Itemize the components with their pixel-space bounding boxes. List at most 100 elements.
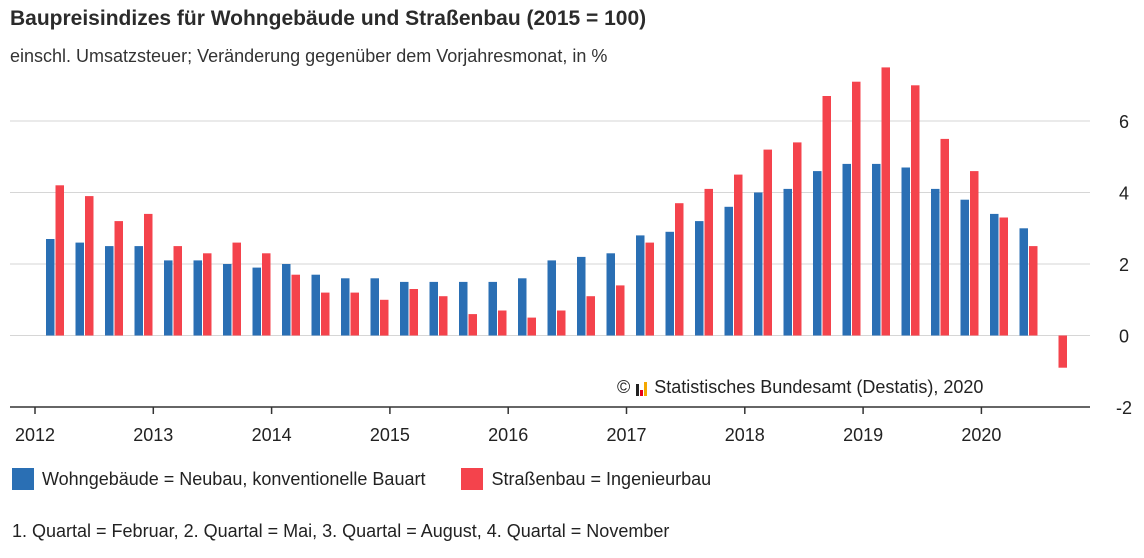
bar-wohngebaeude-21 (665, 231, 674, 336)
bar-wohngebaeude-31 (960, 199, 969, 336)
legend-label-strassenbau: Straßenbau = Ingenieurbau (491, 468, 712, 489)
bar-strassenbau-1 (85, 196, 94, 336)
footnote: 1. Quartal = Februar, 2. Quartal = Mai, … (12, 521, 670, 541)
bar-wohngebaeude-32 (990, 213, 999, 336)
legend-label-wohngebaeude: Wohngebäude = Neubau, konventionelle Bau… (42, 468, 426, 489)
x-tick-label: 2020 (961, 425, 1001, 445)
bar-strassenbau-23 (734, 174, 743, 336)
bar-strassenbau-13 (439, 296, 448, 336)
bar-strassenbau-28 (881, 67, 890, 336)
bar-wohngebaeude-0 (46, 239, 55, 336)
bar-chart: 2012 2013 2014 2015 2016 2017 2018 2019 2020 6 4 2… (10, 67, 1132, 445)
chart-title: Baupreisindizes für Wohngebäude und Stra… (10, 7, 647, 30)
bar-wohngebaeude-23 (724, 206, 733, 336)
bar-wohngebaeude-20 (636, 235, 645, 336)
bar-wohngebaeude-26 (813, 171, 822, 336)
x-tick-label: 2012 (15, 425, 55, 445)
legend: Wohngebäude = Neubau, konventionelle Bau… (12, 468, 747, 490)
bar-strassenbau-14 (468, 314, 477, 336)
x-tick-label: 2018 (725, 425, 765, 445)
bar-strassenbau-29 (911, 85, 920, 336)
bar-strassenbau-21 (675, 203, 684, 336)
copyright-text: Statistisches Bundesamt (Destatis), 2020 (654, 377, 984, 397)
x-tick-label: 2019 (843, 425, 883, 445)
bar-wohngebaeude-28 (872, 163, 881, 336)
bar-wohngebaeude-1 (75, 242, 84, 336)
bar-wohngebaeude-11 (370, 278, 379, 336)
x-tick-label: 2015 (370, 425, 410, 445)
bar-wohngebaeude-3 (134, 246, 143, 336)
bar-wohngebaeude-12 (400, 281, 409, 336)
bar-wohngebaeude-7 (252, 267, 261, 336)
bar-strassenbau-30 (940, 138, 949, 336)
bar-wohngebaeude-4 (164, 260, 173, 336)
y-tick-label: 4 (1119, 184, 1129, 204)
bar-strassenbau-20 (645, 242, 654, 336)
bar-wohngebaeude-27 (842, 163, 851, 336)
bar-strassenbau-12 (409, 289, 418, 336)
bar-wohngebaeude-17 (547, 260, 556, 336)
copyright-symbol: © (617, 377, 631, 397)
bar-wohngebaeude-9 (311, 274, 320, 336)
bar-strassenbau-22 (704, 188, 713, 336)
bar-wohngebaeude-2 (105, 246, 114, 336)
bar-wohngebaeude-22 (695, 221, 704, 336)
bar-strassenbau-7 (262, 253, 271, 336)
bar-strassenbau-3 (144, 213, 153, 336)
bar-wohngebaeude-24 (754, 192, 763, 336)
y-tick-label: 2 (1119, 255, 1129, 275)
y-tick-label: 6 (1119, 112, 1129, 132)
bar-strassenbau-33 (1029, 246, 1038, 336)
copyright-notice: © Statistisches Bundesamt (Destatis), 20… (615, 377, 986, 398)
bar-strassenbau-19 (616, 285, 625, 336)
x-axis: 2012 2013 2014 2015 2016 2017 2018 2019 2020 (10, 406, 1090, 445)
bar-strassenbau-10 (350, 292, 359, 336)
bar-strassenbau-31 (970, 171, 979, 336)
bar-wohngebaeude-14 (459, 281, 468, 336)
x-tick-label: 2017 (606, 425, 646, 445)
bar-strassenbau-15 (498, 310, 507, 336)
bar-strassenbau-9 (321, 292, 330, 336)
bar-wohngebaeude-15 (488, 281, 497, 336)
y-tick-label: -2 (1116, 398, 1132, 418)
legend-swatch-wohngebaeude (12, 468, 34, 490)
bar-strassenbau-17 (557, 310, 566, 336)
bar-strassenbau-8 (291, 274, 300, 336)
bar-wohngebaeude-33 (1019, 228, 1028, 336)
bar-strassenbau-27 (852, 81, 861, 336)
chart-subtitle: einschl. Umsatzsteuer; Veränderung gegen… (10, 46, 608, 66)
bar-wohngebaeude-8 (282, 264, 291, 336)
bars (46, 67, 1067, 368)
destatis-logo-icon (636, 380, 648, 396)
bar-strassenbau-0 (55, 185, 64, 336)
x-tick-label: 2016 (488, 425, 528, 445)
bar-strassenbau-32 (999, 217, 1008, 336)
bar-strassenbau-18 (586, 296, 595, 336)
y-tick-label: 0 (1119, 327, 1129, 347)
bar-wohngebaeude-16 (518, 278, 527, 336)
bar-strassenbau-6 (232, 242, 241, 336)
y-axis: 6 4 2 0 -2 (1116, 112, 1132, 418)
x-tick-label: 2013 (133, 425, 173, 445)
bar-strassenbau-34 (1058, 335, 1067, 368)
bar-strassenbau-25 (793, 142, 802, 336)
bar-wohngebaeude-5 (193, 260, 202, 336)
bar-strassenbau-26 (822, 96, 831, 336)
bar-wohngebaeude-18 (577, 256, 586, 336)
legend-swatch-strassenbau (461, 468, 484, 490)
bar-wohngebaeude-19 (606, 253, 615, 336)
x-tick-label: 2014 (252, 425, 292, 445)
legend-item-wohngebaeude: Wohngebäude = Neubau, konventionelle Bau… (12, 468, 425, 490)
bar-wohngebaeude-30 (931, 188, 940, 336)
bar-strassenbau-11 (380, 299, 389, 336)
bar-strassenbau-16 (527, 317, 536, 336)
bar-wohngebaeude-25 (783, 188, 792, 336)
legend-item-strassenbau: Straßenbau = Ingenieurbau (461, 468, 711, 490)
bar-strassenbau-5 (203, 253, 212, 336)
bar-wohngebaeude-6 (223, 264, 232, 336)
bar-wohngebaeude-29 (901, 167, 910, 336)
bar-strassenbau-4 (173, 246, 182, 336)
bar-wohngebaeude-10 (341, 278, 350, 336)
bar-strassenbau-2 (114, 221, 123, 336)
bar-wohngebaeude-13 (429, 281, 438, 336)
